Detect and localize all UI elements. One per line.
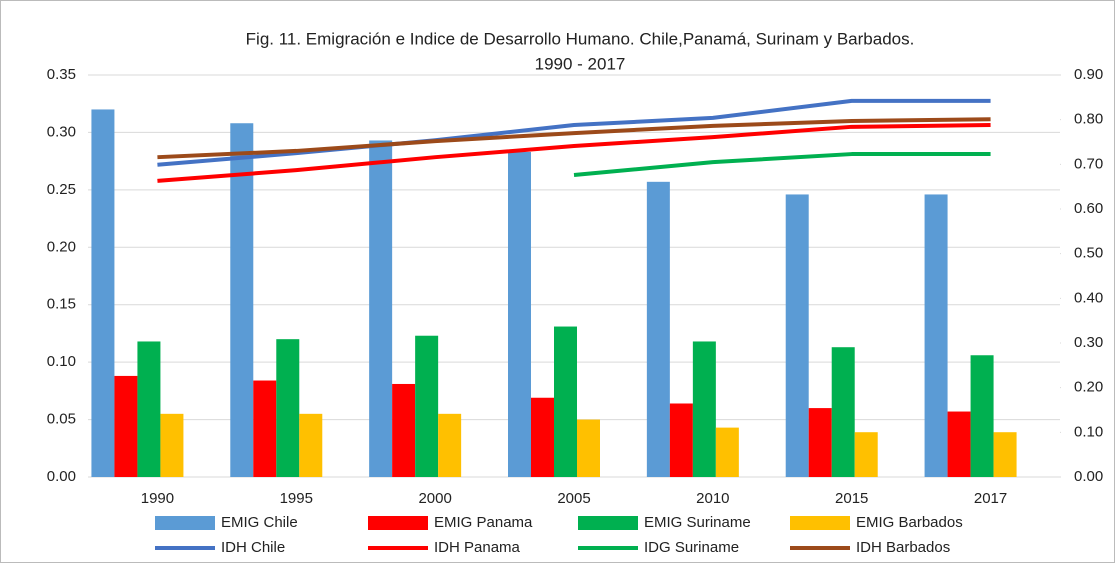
y-tick-label: 0.30 (47, 123, 76, 140)
bar (137, 341, 161, 477)
bar (531, 397, 554, 477)
legend-label: EMIG Barbados (856, 514, 963, 531)
y-tick-label: 0.20 (47, 238, 76, 255)
x-tick-label: 2015 (835, 490, 868, 507)
legend-label: IDG Suriname (644, 539, 739, 556)
bar (669, 403, 693, 477)
bar (924, 194, 948, 478)
bar (854, 432, 878, 477)
legend-swatch (578, 516, 638, 530)
line (573, 152, 991, 178)
bar (554, 326, 577, 477)
legend-label: EMIG Suriname (644, 514, 751, 531)
legend-label: EMIG Panama (434, 514, 533, 531)
bar (253, 380, 277, 477)
y2-tick-label: 0.20 (1074, 379, 1103, 396)
legend-label: IDH Barbados (856, 539, 950, 556)
bar (508, 151, 531, 477)
line (157, 123, 991, 183)
y2-tick-label: 0.60 (1074, 200, 1103, 217)
legend-label: IDH Panama (434, 539, 521, 556)
y2-tick-label: 0.50 (1074, 245, 1103, 262)
chart-title: Fig. 11. Emigración e Indice de Desarrol… (246, 29, 915, 48)
bar (114, 375, 138, 477)
x-tick-label: 2010 (696, 490, 729, 507)
line (157, 98, 991, 167)
bar (808, 408, 832, 477)
bar (415, 335, 439, 477)
y-tick-label: 0.15 (47, 296, 76, 313)
y2-tick-label: 0.00 (1074, 468, 1103, 485)
x-tick-label: 2000 (418, 490, 451, 507)
legend-label: IDH Chile (221, 539, 285, 556)
bar (831, 347, 855, 477)
y2-tick-label: 0.80 (1074, 111, 1103, 128)
y-tick-label: 0.25 (47, 181, 76, 198)
bar (299, 413, 323, 477)
y2-tick-label: 0.40 (1074, 289, 1103, 306)
legend-swatch (790, 516, 850, 530)
bar (276, 339, 300, 477)
bar (785, 194, 809, 478)
bar (392, 383, 416, 477)
x-tick-label: 1990 (141, 490, 174, 507)
bar (970, 355, 994, 477)
bar (692, 341, 716, 477)
bar (577, 419, 600, 477)
y2-tick-label: 0.30 (1074, 334, 1103, 351)
bar (646, 181, 670, 477)
bar (947, 411, 971, 477)
legend-swatch (368, 516, 428, 530)
y-tick-label: 0.10 (47, 353, 76, 370)
x-tick-label: 2005 (557, 490, 590, 507)
y-tick-label: 0.35 (47, 66, 76, 83)
bar (230, 123, 254, 478)
x-tick-label: 2017 (974, 490, 1007, 507)
x-tick-label: 1995 (280, 490, 313, 507)
bar (993, 432, 1017, 477)
y-tick-label: 0.05 (47, 411, 76, 428)
bar (715, 427, 739, 477)
y2-tick-label: 0.70 (1074, 155, 1103, 172)
line (157, 117, 991, 160)
bar (438, 413, 462, 477)
chart-title: 1990 - 2017 (535, 54, 626, 73)
legend-swatch (155, 516, 215, 530)
y2-tick-label: 0.90 (1074, 66, 1103, 83)
y2-tick-label: 0.10 (1074, 423, 1103, 440)
bar (91, 109, 115, 477)
bar (369, 140, 393, 477)
bar (160, 413, 184, 477)
y-tick-label: 0.00 (47, 468, 76, 485)
legend-label: EMIG Chile (221, 514, 298, 531)
